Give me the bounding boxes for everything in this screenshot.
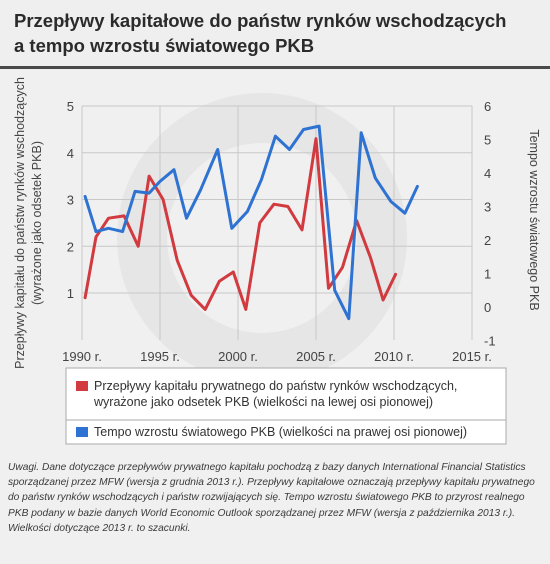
y-tick-right: -1 [484,334,496,349]
y-tick-left: 2 [67,239,74,254]
legend-swatch-private-flows [76,381,88,391]
chart-title: Przepływy kapitałowe do państw rynków ws… [14,8,534,58]
y-axis-label-right: Tempo wzrostu światowego PKB [527,129,541,310]
x-tick-label: 2005 r. [296,349,336,364]
y-tick-right: 0 [484,300,491,315]
notes: Uwagi. Dane dotyczące przepływów prywatn… [8,462,535,534]
legend-swatch-gdp-growth [76,427,88,437]
axis-tick-labels: 1 2 3 4 5 1990 r. 1995 r. 2000 r. 2005 r. 2010 r.… [62,99,495,364]
header-rule [0,66,550,69]
header: Przepływy kapitałowe do państw rynków ws… [0,0,550,70]
series-line-private-flows [83,137,398,311]
series-lines [83,124,419,321]
y-tick-left: 1 [67,286,74,301]
y-tick-right: 4 [484,166,491,181]
x-tick-label: 1995 r. [140,349,180,364]
legend: Przepływy kapitału prywatnego do państw … [65,367,507,445]
y-tick-right: 2 [484,233,491,248]
x-tick-label: 2015 r. [452,349,492,364]
y-tick-right: 6 [484,99,491,114]
y-tick-right: 1 [484,267,491,282]
legend-label-private-flows-line1: Przepływy kapitału prywatnego do państw … [94,379,457,393]
chart-svg: 1 2 3 4 5 1990 r. 1995 r. 2000 r. 2005 r. 2010 r.… [13,77,541,445]
series-line-gdp-growth [83,124,419,321]
x-tick-label: 2010 r. [374,349,414,364]
y-tick-left: 3 [67,193,74,208]
legend-label-private-flows-line2: wyrażone jako odsetek PKB (wielkości na … [93,395,433,409]
y-tick-left: 4 [67,146,74,161]
axis-labels: Przepływy kapitału do państw rynków wsch… [13,77,541,369]
x-tick-label: 1990 r. [62,349,102,364]
x-tick-label: 2000 r. [218,349,258,364]
title-line-2: a tempo wzrostu światowego PKB [14,35,315,56]
legend-box-2 [65,419,507,445]
legend-label-gdp-growth: Tempo wzrostu światowego PKB (wielkości … [94,425,467,439]
y-tick-left: 5 [67,99,74,114]
title-line-1: Przepływy kapitałowe do państw rynków ws… [14,10,507,31]
y-axis-label-left-line2: (wyrażone jako odsetek PKB) [30,141,44,305]
y-tick-right: 5 [484,133,491,148]
legend-box-1 [65,367,507,423]
y-tick-right: 3 [484,200,491,215]
y-axis-label-left: Przepływy kapitału do państw rynków wsch… [13,77,27,369]
